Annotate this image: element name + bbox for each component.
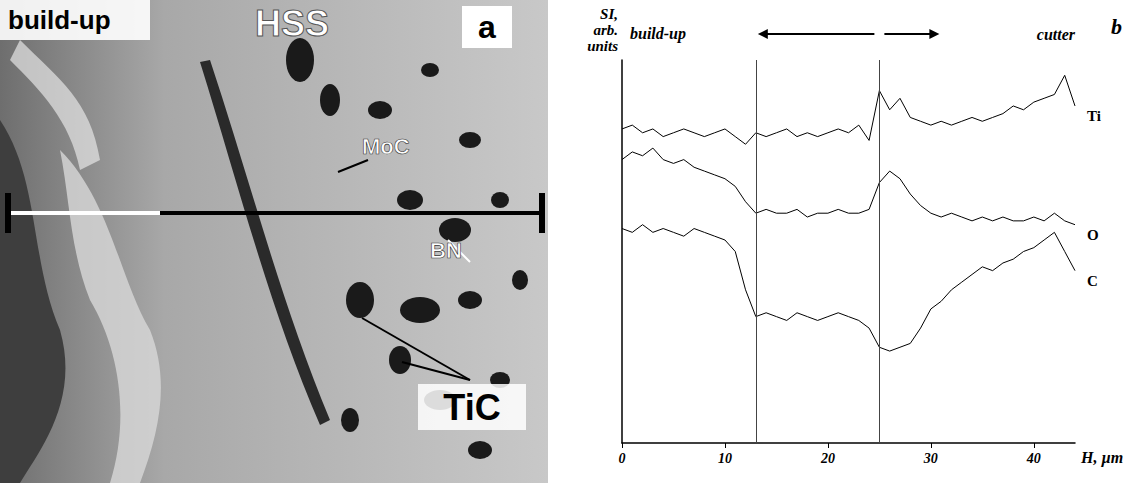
svg-text:20: 20	[820, 451, 835, 466]
svg-text:cutter: cutter	[1037, 26, 1076, 43]
svg-text:arb.: arb.	[593, 22, 618, 38]
svg-text:40: 40	[1026, 451, 1041, 466]
svg-text:build-up: build-up	[630, 25, 686, 43]
svg-text:HSS: HSS	[255, 3, 329, 44]
svg-text:a: a	[478, 9, 496, 45]
svg-text:C: C	[1087, 273, 1098, 289]
svg-text:10: 10	[718, 451, 732, 466]
svg-text:MoC: MoC	[362, 134, 410, 159]
svg-text:units: units	[587, 38, 618, 54]
svg-text:O: O	[1087, 227, 1099, 243]
svg-text:build-up: build-up	[8, 5, 111, 35]
svg-text:H, µm: H, µm	[1080, 449, 1123, 467]
svg-text:SI,: SI,	[600, 6, 618, 22]
svg-text:b: b	[1111, 14, 1122, 39]
svg-text:30: 30	[923, 451, 938, 466]
svg-text:TiC: TiC	[443, 387, 500, 428]
svg-text:0: 0	[619, 451, 626, 466]
svg-text:BN: BN	[430, 238, 462, 263]
svg-text:Ti: Ti	[1087, 108, 1101, 124]
